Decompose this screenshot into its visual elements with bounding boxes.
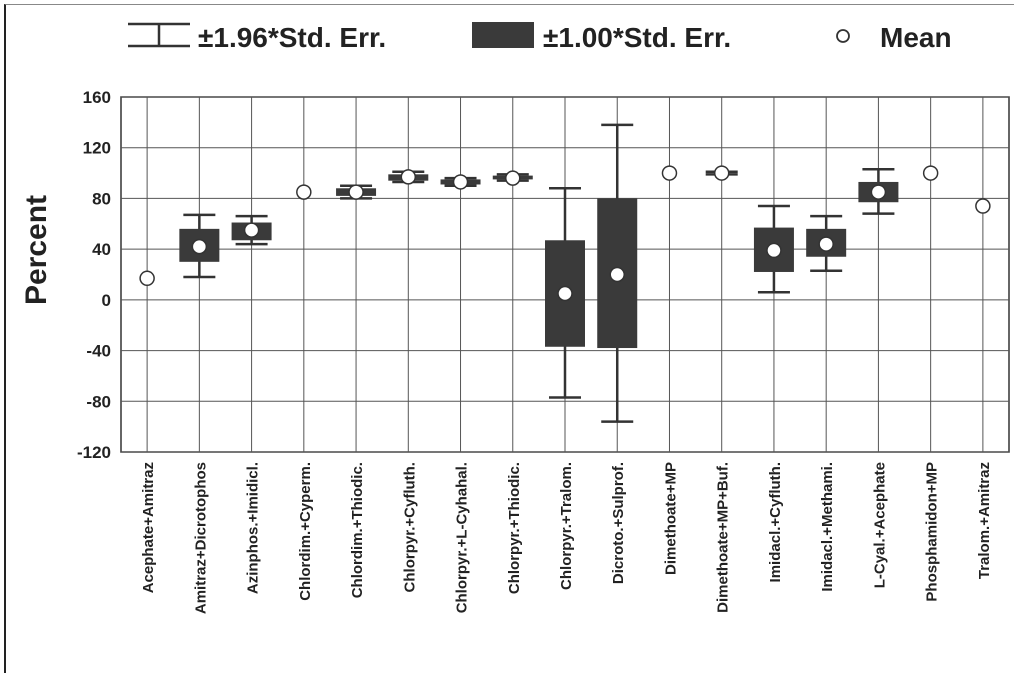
y-tick-label: 40: [92, 240, 111, 259]
box-group: [858, 168, 899, 215]
legend-whisker-symbol: [128, 22, 190, 48]
mean-marker: [661, 165, 678, 181]
legend-label-mean: Mean: [880, 22, 952, 53]
x-tick-label: Imidacl.+Methami.: [819, 462, 836, 592]
box-group: [296, 184, 312, 200]
x-tick-labels: Acephate+Amitraz Amitraz+Dicrotophos Azinp…: [140, 462, 993, 614]
mean-marker: [870, 184, 887, 200]
mean-marker: [713, 165, 730, 181]
x-tick-label: Chlorpyr.+L-Cyhahal.: [454, 462, 471, 613]
y-tick-label: -40: [86, 342, 111, 361]
x-tick-label: Dicroto.+Sulprof.: [610, 462, 627, 584]
box-group: [661, 165, 678, 181]
mean-marker: [922, 165, 939, 181]
x-tick-label: Chlordim.+Cyperm.: [297, 462, 314, 601]
x-tick-label: Dimethoate+MP+Buf.: [715, 462, 732, 613]
x-tick-label: Imidacl.+Cyfluth.: [767, 462, 784, 582]
box-group: [753, 204, 794, 294]
box-group: [705, 165, 738, 181]
x-tick-label: Amitraz+Dicrotophos: [192, 462, 209, 614]
box-group: [179, 213, 220, 279]
x-tick-label: Chlorpyr.+Tralom.: [558, 462, 575, 590]
mean-marker: [191, 238, 208, 255]
y-tick-label: 120: [83, 139, 111, 158]
box-group: [975, 198, 991, 214]
box-group: [597, 123, 638, 423]
legend-box-symbol: [472, 22, 534, 48]
x-tick-label: Acephate+Amitraz: [140, 462, 157, 593]
mean-marker: [557, 285, 573, 302]
x-tick-label: Phosphamidon+MP: [924, 462, 941, 602]
x-tick-label: Chlorpyr.+Thiodic.: [506, 462, 523, 594]
box-group: [545, 187, 585, 399]
x-tick-label: Tralom.+Amitraz: [976, 462, 993, 579]
legend-label-box: ±1.00*Std. Err.: [543, 22, 731, 53]
legend: ±1.96*Std. Err. ±1.00*Std. Err. Mean: [128, 22, 952, 53]
legend-label-whisker: ±1.96*Std. Err.: [198, 22, 386, 53]
box-group: [440, 174, 481, 190]
mean-marker: [818, 236, 834, 252]
box-group: [806, 214, 847, 272]
chart-marks: [139, 123, 991, 423]
mean-marker: [452, 174, 469, 190]
mean-marker: [348, 184, 364, 200]
mean-marker: [296, 184, 312, 200]
x-tick-label: Chlorpyr.+Cyfluth.: [401, 462, 418, 592]
y-tick-label: -80: [86, 392, 111, 411]
y-axis-label: Percent: [20, 195, 53, 305]
x-tick-label: Azinphos.+Imidicl.: [245, 462, 262, 594]
legend-mean-symbol: [836, 29, 850, 43]
mean-marker: [609, 266, 625, 283]
mean-marker: [975, 198, 991, 214]
box-group: [492, 170, 533, 186]
y-tick-label: 80: [92, 189, 111, 208]
mean-marker: [139, 270, 155, 287]
legend-item-whisker: ±1.96*Std. Err.: [128, 22, 386, 53]
x-tick-label: Dimethoate+MP: [662, 462, 679, 575]
box-group: [231, 214, 272, 246]
y-tick-labels: 160 120 80 40 0 -40 -80 -120: [77, 88, 111, 462]
y-tick-label: 160: [83, 88, 111, 107]
box-group: [139, 270, 155, 287]
mean-marker: [400, 169, 417, 185]
x-tick-label: Chlordim.+Thiodic.: [349, 462, 366, 598]
mean-marker: [243, 222, 260, 238]
box-group: [388, 169, 429, 185]
legend-item-box: ±1.00*Std. Err.: [472, 22, 731, 53]
y-tick-label: -120: [77, 443, 111, 462]
box-group: [922, 165, 939, 181]
x-tick-label: L-Cyal.+Acephate: [871, 462, 888, 588]
box-group: [336, 184, 377, 200]
y-tick-label: 0: [102, 291, 111, 310]
legend-item-mean: Mean: [836, 22, 952, 53]
mean-marker: [505, 170, 521, 186]
mean-marker: [766, 242, 782, 259]
